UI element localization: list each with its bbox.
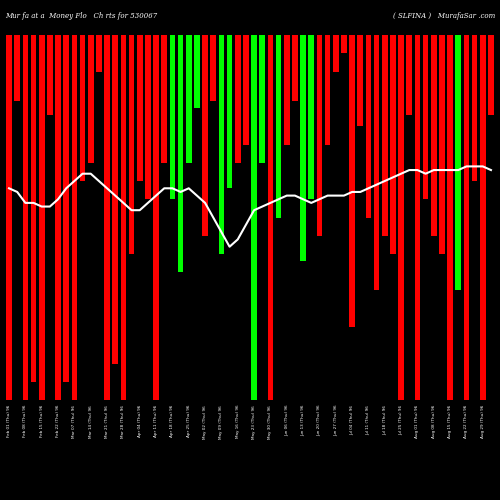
Bar <box>308 35 314 199</box>
Bar <box>64 35 69 382</box>
Bar <box>178 35 184 272</box>
Bar <box>153 35 159 400</box>
Bar <box>414 35 420 400</box>
Bar <box>268 35 274 400</box>
Bar <box>292 35 298 100</box>
Bar <box>431 35 436 236</box>
Bar <box>162 35 167 163</box>
Bar <box>480 35 486 400</box>
Bar <box>260 35 265 163</box>
Bar <box>22 35 28 400</box>
Bar <box>439 35 445 254</box>
Bar <box>218 35 224 254</box>
Bar <box>14 35 20 100</box>
Bar <box>276 35 281 218</box>
Bar <box>55 35 61 400</box>
Bar <box>104 35 110 400</box>
Bar <box>333 35 338 72</box>
Bar <box>47 35 52 116</box>
Bar <box>423 35 428 199</box>
Bar <box>349 35 355 327</box>
Bar <box>382 35 388 236</box>
Bar <box>137 35 142 181</box>
Bar <box>406 35 412 116</box>
Text: ( SLFINA )   MurafaSar .com: ( SLFINA ) MurafaSar .com <box>393 12 495 20</box>
Bar <box>316 35 322 236</box>
Bar <box>120 35 126 400</box>
Bar <box>145 35 151 199</box>
Bar <box>448 35 453 400</box>
Bar <box>226 35 232 188</box>
Bar <box>30 35 36 382</box>
Text: Mur fa at a  Money Flo   Ch rts for 530067: Mur fa at a Money Flo Ch rts for 530067 <box>5 12 157 20</box>
Bar <box>6 35 12 400</box>
Bar <box>194 35 200 108</box>
Bar <box>243 35 249 144</box>
Bar <box>341 35 347 53</box>
Bar <box>251 35 257 400</box>
Bar <box>202 35 208 236</box>
Bar <box>300 35 306 262</box>
Bar <box>464 35 469 400</box>
Bar <box>366 35 372 218</box>
Bar <box>235 35 240 163</box>
Bar <box>72 35 77 400</box>
Bar <box>170 35 175 199</box>
Bar <box>390 35 396 254</box>
Bar <box>358 35 363 126</box>
Bar <box>488 35 494 116</box>
Bar <box>112 35 118 364</box>
Bar <box>324 35 330 144</box>
Bar <box>39 35 44 400</box>
Bar <box>80 35 86 181</box>
Bar <box>96 35 102 72</box>
Bar <box>284 35 290 144</box>
Bar <box>210 35 216 100</box>
Bar <box>472 35 478 181</box>
Bar <box>456 35 461 290</box>
Bar <box>374 35 380 290</box>
Bar <box>88 35 94 163</box>
Bar <box>186 35 192 163</box>
Bar <box>398 35 404 400</box>
Bar <box>128 35 134 254</box>
